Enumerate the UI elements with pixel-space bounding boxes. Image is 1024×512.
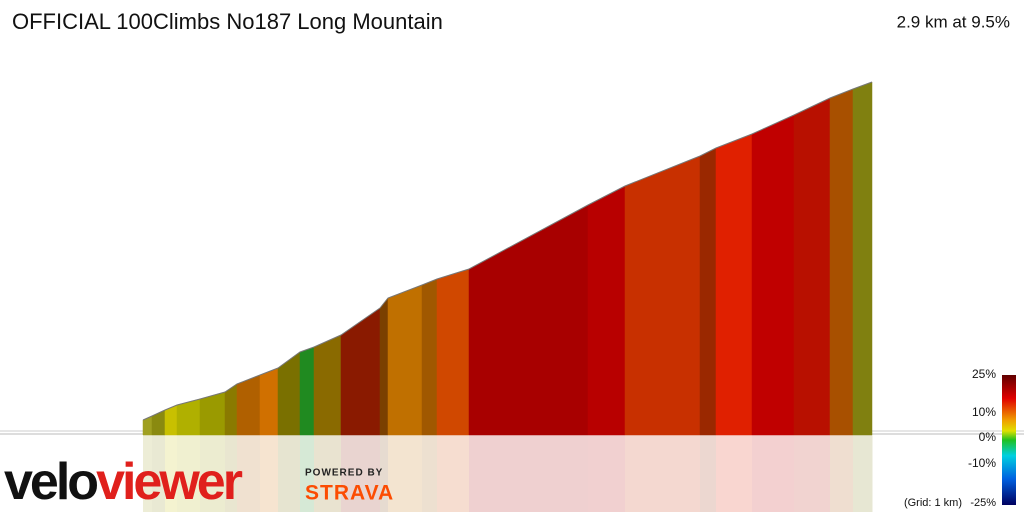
strava: STRAVA	[305, 482, 394, 505]
segment	[421, 278, 438, 436]
segment	[387, 284, 423, 436]
segment	[142, 415, 153, 436]
segment	[379, 297, 389, 436]
segment	[829, 88, 854, 436]
reflection	[143, 435, 873, 512]
segment-reflection	[260, 435, 279, 512]
segment	[236, 374, 261, 436]
segment-reflection	[380, 435, 389, 512]
segment	[224, 383, 238, 436]
segment-reflection	[388, 435, 423, 512]
logo: veloviewer	[4, 453, 243, 511]
segment-reflection	[830, 435, 854, 512]
segment-reflection	[700, 435, 717, 512]
legend-label: -25%	[970, 497, 996, 509]
segment	[699, 147, 717, 436]
segment-reflection	[853, 435, 873, 512]
segment	[468, 204, 589, 436]
segment	[340, 307, 381, 436]
segment-reflection	[237, 435, 261, 512]
segment	[715, 133, 753, 436]
legend-label: 10%	[972, 405, 996, 419]
segment-reflection	[422, 435, 438, 512]
segment-reflection	[177, 435, 201, 512]
legend-label: 25%	[972, 367, 996, 381]
legend-label: -10%	[968, 456, 996, 470]
legend-label: 0%	[979, 430, 997, 444]
powered-by: POWERED BY	[305, 468, 383, 479]
segment	[852, 81, 873, 436]
segment	[151, 409, 166, 436]
segment	[624, 155, 701, 436]
segment-reflection	[469, 435, 589, 512]
segment-reflection	[437, 435, 470, 512]
segment	[277, 351, 301, 436]
segment-reflection	[341, 435, 381, 512]
segment-reflection	[752, 435, 795, 512]
grid-note: (Grid: 1 km)	[904, 497, 962, 509]
segment-reflection	[794, 435, 831, 512]
segment-reflection	[165, 435, 178, 512]
logo-velo: velo	[4, 453, 97, 511]
profile-edge	[142, 81, 873, 421]
segment	[793, 97, 831, 436]
title: OFFICIAL 100Climbs No187 Long Mountain	[12, 9, 443, 34]
segment	[299, 346, 315, 436]
segment	[751, 114, 795, 436]
segment-reflection	[225, 435, 238, 512]
summary: 2.9 km at 9.5%	[897, 12, 1010, 31]
segment-reflection	[588, 435, 626, 512]
segment-reflection	[314, 435, 342, 512]
segment	[259, 367, 279, 436]
profile	[142, 81, 873, 436]
segment-reflection	[716, 435, 753, 512]
segment-reflection	[152, 435, 166, 512]
segment	[313, 334, 342, 436]
segment-reflection	[278, 435, 301, 512]
segment	[587, 185, 626, 436]
segment-reflection	[200, 435, 226, 512]
segment	[436, 268, 470, 436]
segment-reflection	[300, 435, 315, 512]
logo-viewer: viewer	[96, 453, 243, 511]
segment-reflection	[143, 435, 153, 512]
legend-scale	[1002, 375, 1016, 505]
segment-reflection	[625, 435, 701, 512]
